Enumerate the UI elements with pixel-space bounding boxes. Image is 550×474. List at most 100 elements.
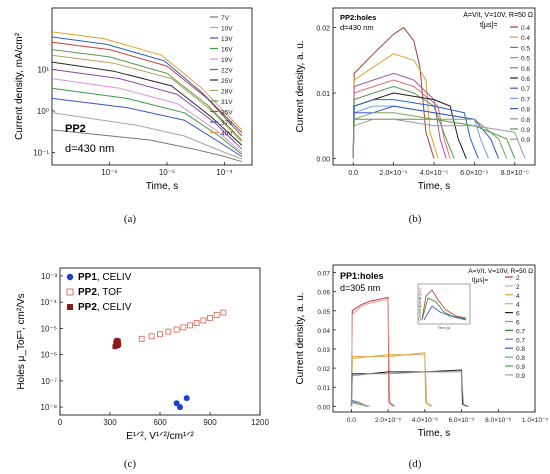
legend-label: 4 xyxy=(516,293,520,300)
x-tick-label: 4.0×10⁻⁶ xyxy=(412,417,438,424)
inset-series xyxy=(421,297,467,321)
series-line xyxy=(352,79,451,159)
x-tick-label: 4.0×10⁻⁵ xyxy=(420,170,448,177)
legend-label: PP1, CELIV xyxy=(78,272,132,283)
plot-frame xyxy=(332,7,536,166)
annotation-conditions: A=V/t, V=10V, R=50 Ω xyxy=(463,12,533,19)
legend-label: 28V xyxy=(221,89,233,96)
y-tick-label: 0.00 xyxy=(317,404,330,411)
legend-label: 6 xyxy=(516,311,520,318)
legend-label: 0.7 xyxy=(516,337,525,344)
legend-label: 0.9 xyxy=(516,373,525,380)
legend-label: 19V xyxy=(221,57,233,64)
x-tick-label: 300 xyxy=(103,418,117,427)
data-point xyxy=(183,395,190,402)
panel-d: 0.0 2.0×10⁻⁶ 4.0×10⁻⁶ 6.0×10⁻⁶ 8.0×10⁻⁶ 1.0×1… xyxy=(295,264,548,439)
series-line xyxy=(51,41,243,137)
legend-label: 2 xyxy=(516,284,520,291)
caption-a: (a) xyxy=(123,213,137,225)
series-line xyxy=(350,369,468,407)
x-tick-label: 2.0×10⁻⁵ xyxy=(379,170,407,177)
y-tick-label: 10⁻⁵ xyxy=(41,324,57,333)
series-line xyxy=(350,297,394,407)
legend-label: 40V xyxy=(221,131,233,138)
data-point xyxy=(148,333,155,340)
x-tick-label: 0.0 xyxy=(348,170,358,177)
annotation-thickness: d=430 nm xyxy=(65,143,114,155)
y-tick-label: 0.03 xyxy=(317,347,330,354)
series-line xyxy=(51,36,243,134)
series-line xyxy=(51,78,243,153)
data-point xyxy=(116,342,122,348)
series-line xyxy=(352,118,526,159)
legend-label: 0.8 xyxy=(516,355,525,362)
series-line xyxy=(352,72,447,159)
x-axis-label: E¹ᐟ², V¹ᐟ²/cm¹ᐟ² xyxy=(126,431,194,442)
series-line xyxy=(51,49,243,141)
legend-marker xyxy=(66,288,74,296)
y-tick-label: 10¹ xyxy=(37,65,49,74)
y-axis-label: Current density, a. u. xyxy=(295,292,306,384)
x-tick-label: 600 xyxy=(153,418,167,427)
series-line xyxy=(51,54,243,143)
x-axis-label: Time, s xyxy=(418,428,450,439)
series-line xyxy=(350,371,470,407)
y-tick-label: 0.06 xyxy=(317,290,330,297)
y-tick-label: 10⁰ xyxy=(37,107,49,116)
y-axis-label: Current density, a. u. xyxy=(295,40,306,132)
legend-label: 35V xyxy=(221,110,233,117)
data-point xyxy=(193,320,200,326)
y-tick-label: 10⁻⁸ xyxy=(41,403,58,412)
legend-label: 0.6 xyxy=(521,76,530,83)
data-point xyxy=(165,328,172,335)
annotation-sample: PP2:holes xyxy=(340,13,376,22)
x-tick-label: 0.0 xyxy=(347,417,356,424)
y-tick-label: 0.01 xyxy=(317,385,330,392)
legend-label: 0.9 xyxy=(521,137,530,144)
legend-label: 2 xyxy=(516,275,520,282)
plot-frame xyxy=(51,7,253,166)
annotation-conditions: A=V/t, V=10V, R=50 Ω xyxy=(468,268,533,275)
annotation-sample: PP1:holes xyxy=(340,271,384,281)
legend-label: 0.6 xyxy=(521,66,530,73)
legend-label: 0.8 xyxy=(521,117,530,124)
data-point xyxy=(138,335,145,342)
x-axis-label: Time, s xyxy=(418,181,450,192)
series-line xyxy=(51,112,243,160)
x-tick-label: 0 xyxy=(58,418,63,427)
legend-label: PP2, TOF xyxy=(78,287,122,298)
x-tick-label: 1.0×10⁻⁵ xyxy=(522,417,548,424)
legend-label: 7V xyxy=(221,15,230,22)
series-line xyxy=(51,68,243,150)
inset-y-label: Current density (a.u.) xyxy=(418,288,422,321)
data-point xyxy=(207,314,213,321)
x-tick-label: 2.0×10⁻⁶ xyxy=(375,417,401,424)
series-line xyxy=(350,298,396,407)
caption-d: (d) xyxy=(408,458,422,470)
x-axis-label: Time, s xyxy=(146,181,178,192)
y-tick-label: 10⁻¹ xyxy=(33,148,49,157)
data-point xyxy=(173,326,180,333)
legend-label: 0.4 xyxy=(521,25,530,32)
inset-series xyxy=(423,305,467,321)
y-tick-label: 0.02 xyxy=(316,26,330,33)
legend-label: PP2, CELIV xyxy=(78,302,132,313)
y-tick-label: 0.02 xyxy=(317,366,330,373)
legend-label: 6 xyxy=(516,320,520,327)
legend-label: 0.8 xyxy=(516,346,525,353)
annotation-legend-title: t[μs]= xyxy=(480,22,497,29)
x-tick-label: 10⁻⁴ xyxy=(216,168,233,177)
series-line xyxy=(51,31,243,131)
annotation-thickness: d=305 nm xyxy=(340,283,380,293)
legend-marker xyxy=(66,273,74,281)
inset-x-label: Time (s) xyxy=(438,326,451,330)
y-tick-label: 10⁻⁴ xyxy=(40,298,57,307)
series-line xyxy=(51,129,243,163)
inset-series xyxy=(421,289,467,321)
series-line xyxy=(352,27,435,159)
legend-label: 0.9 xyxy=(521,127,530,134)
x-tick-label: 10⁻⁶ xyxy=(101,168,117,177)
legend-label: 0.9 xyxy=(516,364,525,371)
legend-label: 10V xyxy=(221,26,233,33)
panel-b: 0.0 2.0×10⁻⁵ 4.0×10⁻⁵ 6.0×10⁻⁵ 8.0×10⁻⁵ 0.00 0… xyxy=(295,7,536,192)
